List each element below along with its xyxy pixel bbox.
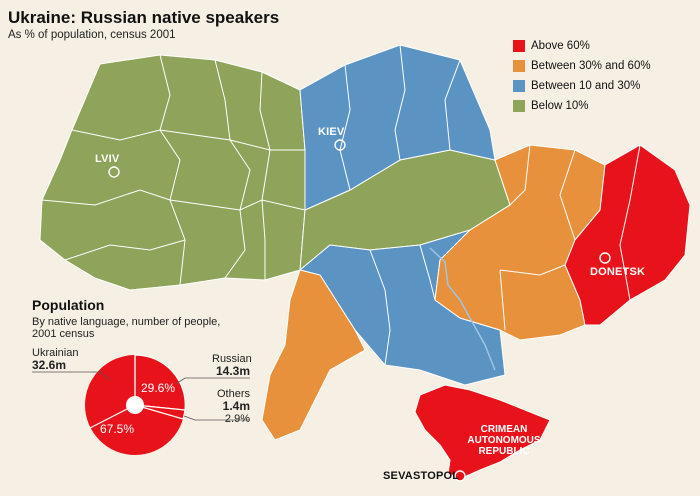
russian-value: 14.3m <box>215 364 250 378</box>
pie-slice-russian <box>134 354 186 411</box>
region-east-30-60 <box>434 144 606 341</box>
ukrainian-name: Ukrainian <box>32 347 79 359</box>
crimea-label: CRIMEAN AUTONOMOUS REPUBLIC <box>464 424 544 457</box>
population-title: Population <box>32 297 105 313</box>
legend: Above 60% Between 30% and 60% Between 10… <box>513 36 651 116</box>
russian-name: Russian <box>212 353 252 365</box>
legend-label: Above 60% <box>531 40 590 52</box>
legend-item-30-60: Between 30% and 60% <box>513 56 651 76</box>
leader-russian <box>175 377 250 385</box>
legend-item-above60: Above 60% <box>513 36 651 56</box>
river <box>429 247 496 371</box>
others-label: Others 1.4m 2.9% <box>212 388 250 425</box>
city-label-kiev: KIEV <box>318 126 345 138</box>
map-subtitle: As % of population, census 2001 <box>8 29 176 41</box>
city-label-sevastopol: SEVASTOPOL <box>383 470 460 482</box>
ukrainian-value: 32.6m <box>32 358 67 372</box>
others-name: Others <box>216 388 250 400</box>
region-donetsk-above60 <box>564 144 691 326</box>
legend-label: Between 30% and 60% <box>531 60 651 72</box>
region-odessa-30-60 <box>261 269 366 441</box>
lviv-marker <box>108 166 120 178</box>
city-label-lviv: LVIV <box>95 153 120 165</box>
legend-label: Between 10 and 30% <box>531 80 641 92</box>
pie-center <box>126 396 144 414</box>
map-title: Ukraine: Russian native speakers <box>8 8 280 27</box>
leader-ukrainian <box>32 371 111 381</box>
ukrainian-pct: 67.5% <box>100 422 135 436</box>
sevastopol-marker <box>454 470 466 482</box>
kiev-marker <box>334 139 346 151</box>
legend-swatch <box>513 100 525 112</box>
others-value: 1.4m <box>222 399 250 413</box>
region-crimea-above60 <box>414 384 551 479</box>
pie-slice-others <box>134 404 186 420</box>
russian-label: Russian 14.3m <box>212 353 252 378</box>
others-pct: 2.9% <box>224 413 250 425</box>
legend-item-below10: Below 10% <box>513 96 651 116</box>
legend-swatch <box>513 60 525 72</box>
crimea-label-line: CRIMEAN <box>480 424 528 435</box>
legend-label: Below 10% <box>531 100 589 112</box>
legend-item-10-30: Between 10 and 30% <box>513 76 651 96</box>
crimea-label-line: AUTONOMOUS <box>467 435 541 446</box>
legend-swatch <box>513 40 525 52</box>
oblast-borders <box>41 44 641 366</box>
donetsk-marker <box>599 252 611 264</box>
legend-swatch <box>513 80 525 92</box>
population-subtitle: By native language, number of people, 20… <box>32 316 221 340</box>
leader-others <box>183 415 250 421</box>
ukrainian-label: Ukrainian 32.6m <box>32 347 78 372</box>
russian-pct: 29.6% <box>141 381 176 395</box>
city-label-donetsk: DONETSK <box>590 266 646 278</box>
population-pie <box>32 354 250 455</box>
crimea-label-line: REPUBLIC <box>478 446 530 457</box>
